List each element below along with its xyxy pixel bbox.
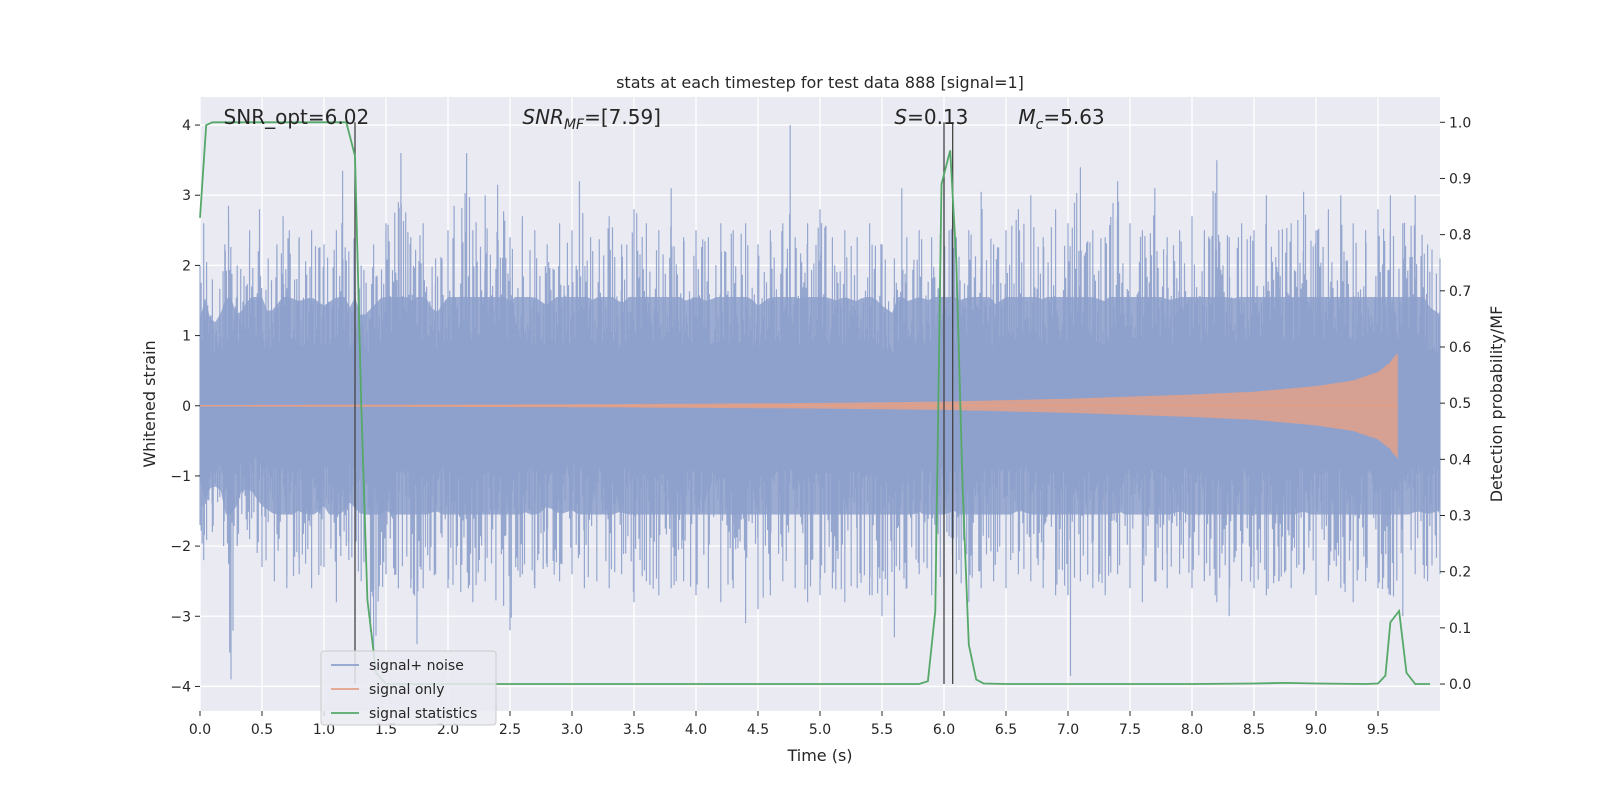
x-tick-label: 0.0 xyxy=(189,722,211,738)
annotation-value: =0.13 xyxy=(907,105,968,129)
x-tick-label: 9.5 xyxy=(1367,722,1389,738)
annotation: SNR_opt=6.02 xyxy=(224,105,370,129)
y-tick-label: −3 xyxy=(170,609,191,625)
y2-tick-label: 0.9 xyxy=(1449,171,1471,187)
x-tick-label: 2.5 xyxy=(499,722,521,738)
y-tick-label: 1 xyxy=(182,329,191,345)
x-tick-label: 3.5 xyxy=(623,722,645,738)
annotation-symbol: SNR xyxy=(522,105,564,129)
legend-label: signal+ noise xyxy=(369,658,464,674)
x-tick-label: 1.5 xyxy=(375,722,397,738)
annotation-symbol: SNR_opt=6.02 xyxy=(224,105,370,129)
y2-tick-label: 0.4 xyxy=(1449,452,1471,468)
x-tick-label: 5.0 xyxy=(809,722,831,738)
x-tick-label: 5.5 xyxy=(871,722,893,738)
annotations: SNR_opt=6.02 SNRMF=[7.59] S=0.13 Mc=5.63 xyxy=(224,105,1105,133)
x-tick-label: 3.0 xyxy=(561,722,583,738)
y-tick-label: −1 xyxy=(170,469,191,485)
statistics-line xyxy=(199,121,1431,685)
annotation: SNRMF=[7.59] xyxy=(522,105,661,133)
x-tick-label: 2.0 xyxy=(437,722,459,738)
x-tick-label: 9.0 xyxy=(1305,722,1327,738)
y2-tick-label: 1.0 xyxy=(1449,115,1471,131)
legend-box xyxy=(320,650,497,726)
y-tick-label: 4 xyxy=(182,118,191,134)
y2-tick-label: 0.6 xyxy=(1449,340,1471,356)
y-tick-label: 2 xyxy=(182,258,191,274)
legend-label: signal only xyxy=(369,682,444,698)
chart-title: stats at each timestep for test data 888… xyxy=(616,73,1024,92)
y2-tick-label: 0.1 xyxy=(1449,621,1471,637)
y2-tick-label: 0.2 xyxy=(1449,565,1471,581)
y2-tick-label: 0.0 xyxy=(1449,677,1471,693)
y2-tick-label: 0.8 xyxy=(1449,228,1471,244)
annotation-symbol: M xyxy=(1018,105,1035,129)
x-tick-label: 0.5 xyxy=(251,722,273,738)
annotation-symbol: S xyxy=(894,105,907,129)
y2-tick-label: 0.5 xyxy=(1449,396,1471,412)
x-tick-label: 7.0 xyxy=(1057,722,1079,738)
x-tick-label: 4.5 xyxy=(747,722,769,738)
legend-label: signal statistics xyxy=(369,706,477,722)
y-tick-label: −2 xyxy=(170,539,191,555)
y2-tick-label: 0.7 xyxy=(1449,284,1471,300)
annotation: Mc=5.63 xyxy=(1018,105,1104,133)
y-tick-label: 0 xyxy=(182,399,191,415)
x-tick-label: 8.5 xyxy=(1243,722,1265,738)
x-tick-label: 7.5 xyxy=(1119,722,1141,738)
series-signal-only xyxy=(200,353,1398,459)
annotation: S=0.13 xyxy=(894,105,968,129)
y-tick-label: 3 xyxy=(182,188,191,204)
annotation-value: =[7.59] xyxy=(584,105,661,129)
x-tick-label: 6.5 xyxy=(995,722,1017,738)
vertical-markers xyxy=(354,122,954,685)
y2-axis-label: Detection probability/MF xyxy=(1487,306,1506,503)
x-axis-label: Time (s) xyxy=(786,746,852,765)
x-tick-label: 8.0 xyxy=(1181,722,1203,738)
axes: 0.0 0.5 1.0 1.5 2.0 2.5 3.0 3.5 4.0 4.5 5.0 5.5 6.0 6… xyxy=(170,115,1471,738)
legend: signal+ noise signal only signal statistic… xyxy=(320,650,497,726)
annotation-subscript: c xyxy=(1036,117,1044,133)
y2-tick-label: 0.3 xyxy=(1449,509,1471,525)
x-tick-label: 1.0 xyxy=(313,722,335,738)
annotation-value: =5.63 xyxy=(1043,105,1104,129)
x-tick-label: 6.0 xyxy=(933,722,955,738)
y-tick-label: −4 xyxy=(170,679,191,695)
annotation-subscript: MF xyxy=(564,117,585,133)
series-signal-statistics xyxy=(199,121,1431,685)
x-tick-label: 4.0 xyxy=(685,722,707,738)
y-axis-label: Whitened strain xyxy=(140,340,159,467)
